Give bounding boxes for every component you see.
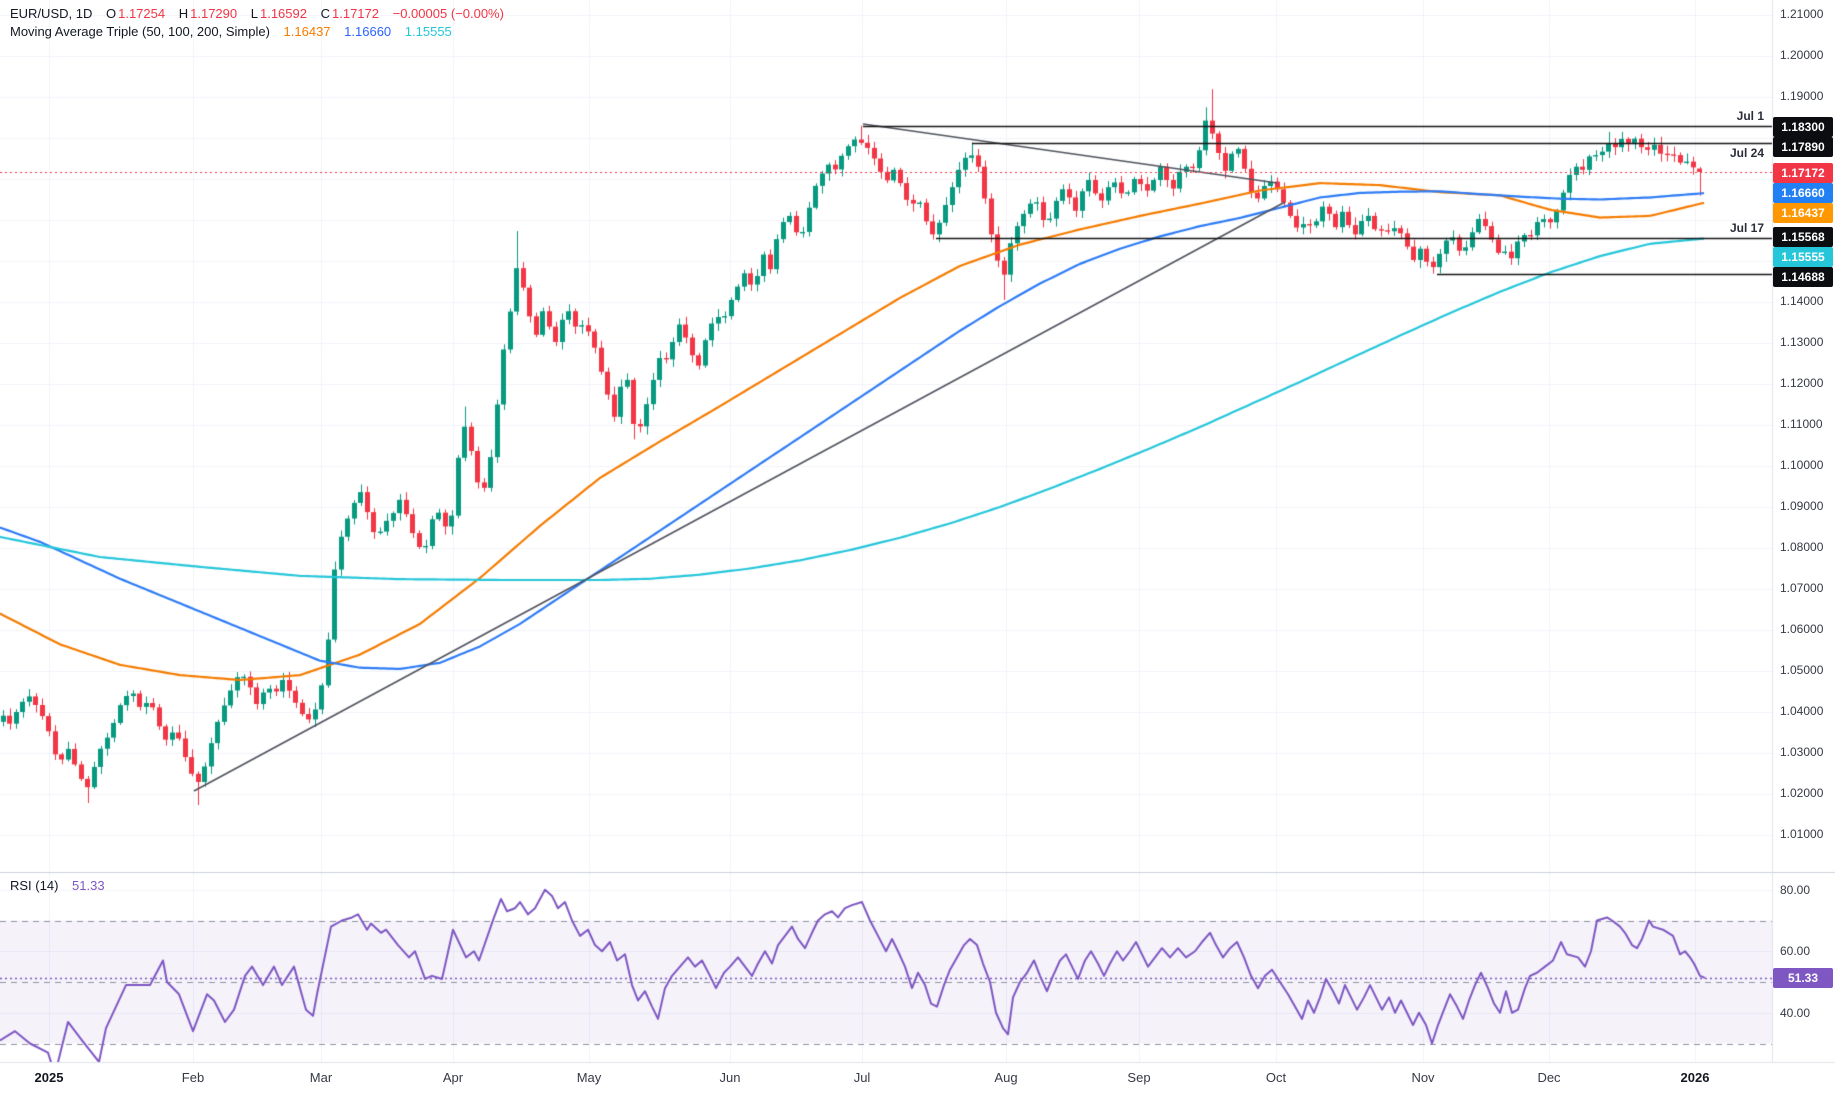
price-badge: 1.16437 (1773, 202, 1833, 223)
price-axis-label: 1.12000 (1780, 376, 1824, 390)
level-date-label: Jul 24 (1729, 145, 1764, 160)
close-value: 1.17172 (332, 6, 379, 21)
time-axis-label: May (576, 1070, 602, 1085)
price-axis-label: 1.08000 (1780, 540, 1824, 554)
low-value: 1.16592 (259, 6, 307, 21)
price-axis-label: 1.11000 (1780, 417, 1823, 431)
high-label: H (178, 6, 189, 21)
ma200-value: 1.15555 (404, 24, 452, 39)
price-axis-label: 1.09000 (1780, 499, 1824, 513)
price-axis-label: 1.14000 (1780, 294, 1824, 308)
price-axis-label: 1.20000 (1780, 48, 1824, 62)
price-axis-label: 1.13000 (1780, 335, 1824, 349)
open-value: 1.17254 (118, 6, 166, 21)
change-value: −0.00005 (−0.00%) (392, 6, 504, 21)
time-axis-label: Feb (181, 1070, 205, 1085)
time-axis-label: Nov (1411, 1070, 1435, 1085)
price-badge: 1.15555 (1773, 247, 1833, 267)
ma-indicator-legend[interactable]: Moving Average Triple (50, 100, 200, Sim… (10, 24, 452, 39)
price-axis-label: 1.06000 (1780, 622, 1824, 636)
ma50-value: 1.16437 (283, 24, 331, 39)
time-axis-label: Jul (853, 1070, 871, 1085)
ma100-value: 1.16660 (344, 24, 392, 39)
price-axis-label: 1.07000 (1780, 581, 1824, 595)
time-axis-label: 2025 (34, 1070, 64, 1085)
price-badge: 1.18300 (1773, 117, 1833, 137)
level-date-label: Jul 1 (1736, 108, 1764, 123)
rsi-indicator-title[interactable]: RSI (14) (10, 878, 59, 893)
price-badge: 1.14688 (1773, 267, 1833, 287)
price-axis-label: 1.04000 (1780, 704, 1824, 718)
time-axis-label: Apr (442, 1070, 464, 1085)
rsi-axis-label: 40.00 (1780, 1005, 1811, 1020)
rsi-axis-label: 80.00 (1780, 882, 1811, 897)
time-axis-label: Sep (1127, 1070, 1151, 1085)
rsi-axis-label: 60.00 (1780, 944, 1811, 959)
rsi-value-badge: 51.33 (1773, 967, 1833, 988)
price-badge: 1.16660 (1773, 182, 1833, 203)
time-axis-label: Oct (1265, 1070, 1287, 1085)
price-axis-label: 1.10000 (1780, 458, 1824, 472)
low-label: L (250, 6, 258, 21)
rsi-value: 51.33 (72, 878, 105, 893)
price-axis-label: 1.01000 (1780, 827, 1824, 841)
rsi-indicator-legend[interactable]: RSI (14) 51.33 (10, 878, 105, 893)
close-label: C (320, 6, 330, 21)
level-date-label: Jul 17 (1729, 220, 1764, 235)
time-axis-label: 2026 (1680, 1070, 1710, 1085)
price-axis-label: 1.03000 (1780, 745, 1824, 759)
price-axis-label: 1.05000 (1780, 663, 1824, 677)
time-axis-label: Aug (994, 1070, 1018, 1085)
price-badge: 1.17890 (1773, 137, 1833, 157)
price-axis-label: 1.19000 (1780, 89, 1824, 103)
open-label: O (105, 6, 117, 21)
price-axis-label: 1.02000 (1780, 786, 1824, 800)
price-badge: 1.17172 (1773, 163, 1833, 183)
time-axis-label: Dec (1537, 1070, 1561, 1085)
time-axis-label: Jun (719, 1070, 741, 1085)
symbol-title[interactable]: EUR/USD, 1D (10, 6, 93, 21)
high-value: 1.17290 (190, 6, 238, 21)
symbol-legend[interactable]: EUR/USD, 1D O 1.17254 H 1.17290 L 1.16592 C… (10, 6, 504, 21)
time-axis-label: Mar (309, 1070, 333, 1085)
ma-indicator-title[interactable]: Moving Average Triple (50, 100, 200, Sim… (10, 24, 270, 39)
price-axis-label: 1.21000 (1780, 7, 1824, 21)
price-badge: 1.15568 (1773, 227, 1833, 247)
